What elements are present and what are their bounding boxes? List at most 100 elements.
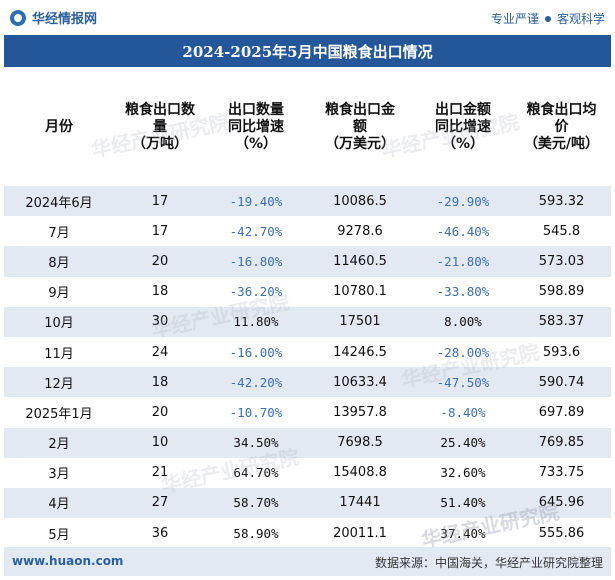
cell-month: 12月 — [44, 376, 74, 392]
slogan-a: 专业严谨 — [490, 12, 539, 26]
cell-amount-yoy: 25.40% — [440, 435, 486, 451]
brand-logo[interactable]: 华经情报网 — [10, 8, 97, 27]
footer-bar: www.huaon.com 数据来源：中国海关，华经产业研究院整理 — [4, 547, 611, 576]
cell-export-quantity: 18 — [151, 284, 169, 300]
cell-export-amount: 11460.5 — [333, 253, 387, 269]
slogan-b: 客观科学 — [556, 12, 605, 26]
top-bar: 华经情报网 专业严谨 客观科学 — [0, 0, 615, 34]
cell-export-quantity: 18 — [151, 374, 169, 390]
cell-export-amount: 13957.8 — [333, 404, 387, 420]
cell-amount-yoy: -46.40% — [436, 223, 490, 239]
cell-export-amount: 7698.5 — [337, 435, 383, 451]
cell-export-quantity: 20 — [151, 253, 169, 269]
table-body: 2024年6月 17 -19.40% 10086.5 -29.90% 593.32 7月 17… — [4, 186, 611, 548]
cell-average-price: 593.32 — [538, 193, 585, 209]
cell-quantity-yoy: 11.80% — [233, 314, 279, 330]
cell-export-quantity: 17 — [151, 223, 169, 239]
table-row: 10月 30 11.80% 17501 8.00% 583.37 — [4, 306, 611, 337]
cell-amount-yoy: 32.60% — [440, 465, 486, 481]
cell-month: 4月 — [48, 497, 70, 513]
huajing-logo-icon — [10, 9, 26, 26]
cell-month: 2月 — [48, 437, 70, 453]
table-row: 8月 20 -16.80% 11460.5 -21.80% 573.03 — [4, 246, 611, 277]
cell-amount-yoy: -29.90% — [436, 193, 490, 209]
header-month: 月份 — [45, 118, 73, 135]
cell-export-amount: 9278.6 — [337, 223, 383, 239]
cell-amount-yoy: -33.80% — [436, 284, 490, 300]
cell-export-amount: 14246.5 — [333, 344, 387, 360]
cell-quantity-yoy: -16.80% — [229, 253, 283, 269]
cell-quantity-yoy: 58.90% — [233, 525, 279, 541]
brand-name: 华经情报网 — [32, 12, 98, 27]
brand-slogan: 专业严谨 客观科学 — [491, 10, 605, 27]
table-row: 9月 18 -36.20% 10780.1 -33.80% 598.89 — [4, 277, 611, 307]
cell-export-amount: 10086.5 — [333, 193, 387, 209]
cell-quantity-yoy: -42.20% — [229, 374, 283, 390]
table-title-bar: 2024-2025年5月中国粮食出口情况 — [4, 35, 611, 67]
cell-quantity-yoy: 64.70% — [233, 465, 279, 481]
header-amount-yoy: 出口金额 同比增速 （%） — [435, 101, 491, 152]
cell-quantity-yoy: 34.50% — [233, 435, 279, 451]
table-row: 4月 27 58.70% 17441 51.40% 645.96 — [4, 487, 611, 519]
cell-average-price: 590.74 — [538, 374, 585, 390]
cell-average-price: 573.03 — [538, 253, 585, 269]
cell-month: 2024年6月 — [25, 195, 93, 211]
cell-average-price: 555.86 — [538, 525, 585, 541]
cell-amount-yoy: 37.40% — [440, 525, 486, 541]
cell-export-quantity: 17 — [151, 193, 169, 209]
cell-amount-yoy: -8.40% — [440, 404, 486, 420]
cell-quantity-yoy: 58.70% — [233, 495, 279, 511]
footer-source: 数据来源：中国海关，华经产业研究院整理 — [374, 556, 603, 570]
table-row: 2月 10 34.50% 7698.5 25.40% 769.85 — [4, 427, 611, 458]
cell-amount-yoy: -21.80% — [436, 253, 490, 269]
cell-month: 8月 — [48, 255, 70, 271]
table-header: 月份 粮食出口数 量 （万吨） 出口数量 同比增速 （%） 粮食出口金 额 （万… — [4, 70, 611, 184]
cell-export-amount: 17501 — [339, 314, 381, 330]
header-export-quantity: 粮食出口数 量 （万吨） — [125, 101, 195, 152]
cell-average-price: 769.85 — [538, 435, 585, 451]
table-row: 2025年1月 20 -10.70% 13957.8 -8.40% 697.89 — [4, 397, 611, 427]
cell-amount-yoy: 51.40% — [440, 495, 486, 511]
cell-export-quantity: 10 — [151, 435, 169, 451]
cell-export-quantity: 20 — [151, 404, 169, 420]
header-average-price: 粮食出口均 价 （美元/吨） — [523, 101, 600, 152]
cell-quantity-yoy: -10.70% — [229, 404, 283, 420]
cell-quantity-yoy: -36.20% — [229, 284, 283, 300]
bullet-dot-icon — [544, 15, 551, 22]
cell-month: 9月 — [48, 286, 70, 302]
cell-export-amount: 10633.4 — [333, 374, 387, 390]
cell-average-price: 598.89 — [538, 284, 585, 300]
cell-quantity-yoy: -16.00% — [229, 344, 283, 360]
cell-average-price: 545.8 — [542, 223, 581, 239]
cell-export-quantity: 27 — [151, 495, 169, 511]
cell-export-amount: 20011.1 — [333, 525, 387, 541]
table-row: 5月 36 58.90% 20011.1 37.40% 555.86 — [4, 518, 611, 548]
cell-month: 3月 — [48, 467, 70, 483]
cell-average-price: 593.6 — [542, 344, 581, 360]
cell-month: 10月 — [44, 316, 74, 332]
header-quantity-yoy: 出口数量 同比增速 （%） — [228, 101, 284, 152]
footer-url[interactable]: www.huaon.com — [12, 554, 124, 568]
cell-export-quantity: 30 — [151, 314, 169, 330]
cell-month: 2025年1月 — [25, 406, 93, 422]
table-row: 7月 17 -42.70% 9278.6 -46.40% 545.8 — [4, 216, 611, 246]
cell-month: 5月 — [48, 527, 70, 543]
cell-amount-yoy: 8.00% — [444, 314, 482, 330]
table-row: 12月 18 -42.20% 10633.4 -47.50% 590.74 — [4, 367, 611, 398]
cell-export-amount: 10780.1 — [333, 284, 387, 300]
cell-quantity-yoy: -19.40% — [229, 193, 283, 209]
cell-month: 7月 — [48, 225, 70, 241]
cell-export-quantity: 21 — [151, 465, 169, 481]
table-row: 11月 24 -16.00% 14246.5 -28.00% 593.6 — [4, 337, 611, 367]
cell-average-price: 733.75 — [538, 465, 585, 481]
cell-export-quantity: 36 — [151, 525, 169, 541]
cell-average-price: 697.89 — [538, 404, 585, 420]
cell-average-price: 645.96 — [538, 495, 585, 511]
cell-amount-yoy: -47.50% — [436, 374, 490, 390]
cell-quantity-yoy: -42.70% — [229, 223, 283, 239]
table-row: 3月 21 64.70% 15408.8 32.60% 733.75 — [4, 458, 611, 488]
header-export-amount: 粮食出口金 额 （万美元） — [325, 101, 395, 152]
table-title: 2024-2025年5月中国粮食出口情况 — [182, 42, 433, 61]
cell-month: 11月 — [44, 346, 74, 362]
cell-average-price: 583.37 — [538, 314, 585, 330]
